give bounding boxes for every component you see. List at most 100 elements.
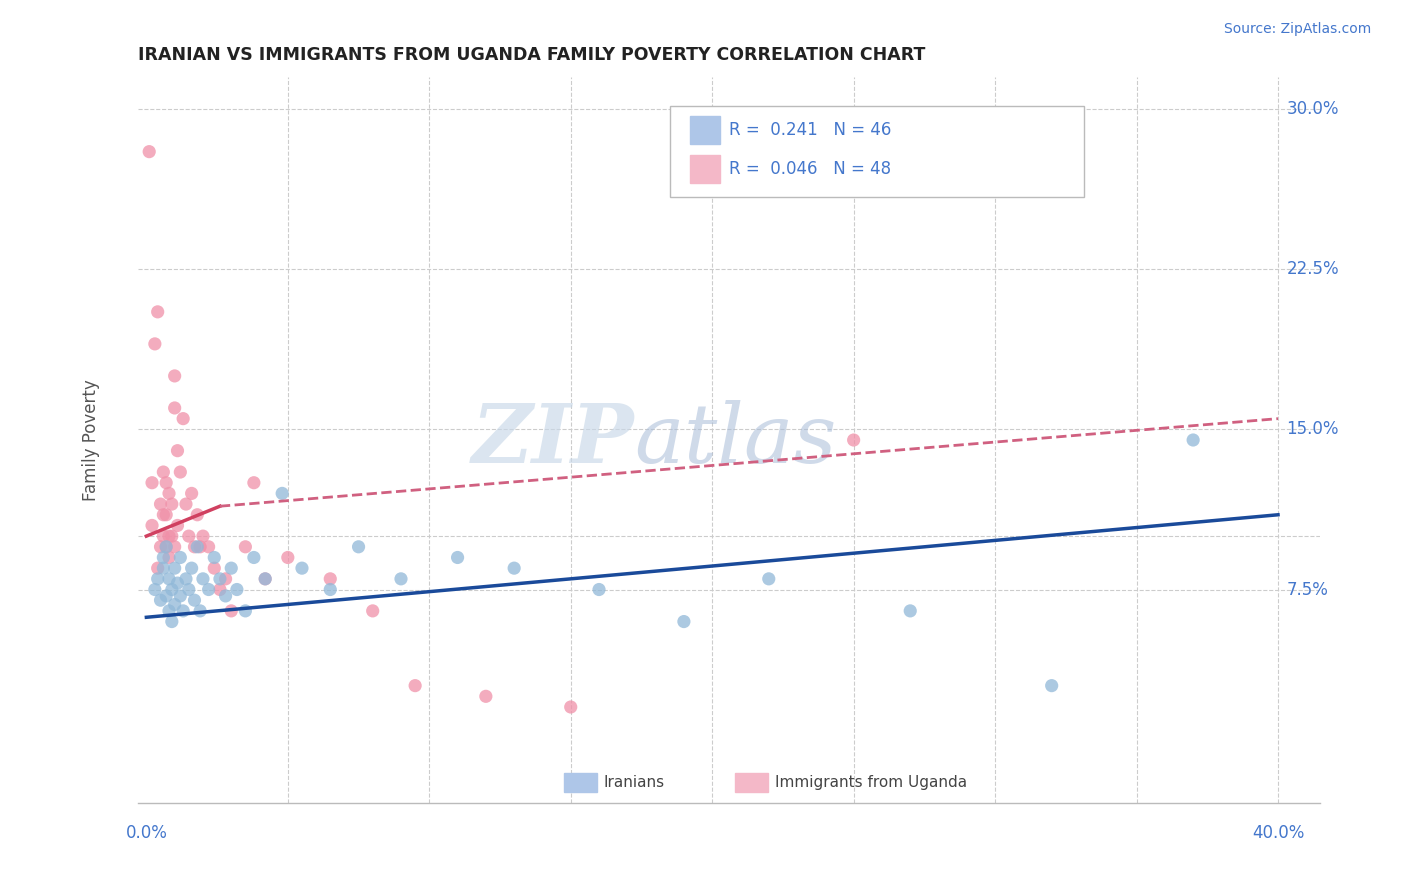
Point bbox=[475, 690, 498, 704]
Point bbox=[163, 368, 186, 383]
Point bbox=[157, 529, 180, 543]
Text: 22.5%: 22.5% bbox=[1286, 260, 1339, 278]
FancyBboxPatch shape bbox=[690, 155, 720, 183]
Point bbox=[347, 540, 370, 554]
Text: 30.0%: 30.0% bbox=[1286, 100, 1339, 118]
Point bbox=[235, 604, 257, 618]
Point bbox=[214, 589, 236, 603]
Point bbox=[177, 529, 200, 543]
Point bbox=[243, 475, 266, 490]
Point bbox=[208, 572, 231, 586]
Point bbox=[169, 465, 191, 479]
Point bbox=[319, 582, 342, 597]
Point bbox=[152, 561, 174, 575]
Point bbox=[588, 582, 610, 597]
Point bbox=[214, 572, 236, 586]
Point bbox=[208, 582, 231, 597]
Point bbox=[291, 561, 314, 575]
Text: atlas: atlas bbox=[634, 400, 837, 480]
Point bbox=[180, 561, 202, 575]
Point bbox=[163, 561, 186, 575]
Point bbox=[172, 604, 194, 618]
Point bbox=[143, 337, 166, 351]
Text: 0.0%: 0.0% bbox=[125, 824, 167, 842]
Point bbox=[197, 582, 219, 597]
FancyBboxPatch shape bbox=[671, 106, 1084, 197]
Point bbox=[152, 529, 174, 543]
Point bbox=[138, 145, 160, 159]
Point bbox=[1182, 433, 1205, 447]
Point bbox=[152, 508, 174, 522]
Text: Immigrants from Uganda: Immigrants from Uganda bbox=[775, 775, 967, 790]
Point bbox=[174, 572, 197, 586]
FancyBboxPatch shape bbox=[690, 116, 720, 144]
Point bbox=[183, 593, 205, 607]
Text: Iranians: Iranians bbox=[603, 775, 665, 790]
Point bbox=[177, 582, 200, 597]
Point bbox=[157, 604, 180, 618]
Point bbox=[160, 497, 183, 511]
Point bbox=[202, 561, 225, 575]
Point bbox=[149, 540, 172, 554]
Point bbox=[271, 486, 294, 500]
Point bbox=[197, 540, 219, 554]
Point bbox=[503, 561, 526, 575]
Point bbox=[163, 598, 186, 612]
Point bbox=[160, 615, 183, 629]
Point bbox=[157, 486, 180, 500]
Point bbox=[152, 550, 174, 565]
Text: IRANIAN VS IMMIGRANTS FROM UGANDA FAMILY POVERTY CORRELATION CHART: IRANIAN VS IMMIGRANTS FROM UGANDA FAMILY… bbox=[138, 46, 925, 64]
Point bbox=[152, 465, 174, 479]
Point bbox=[155, 475, 177, 490]
Point bbox=[166, 518, 188, 533]
Point bbox=[898, 604, 921, 618]
Point bbox=[141, 475, 163, 490]
Point bbox=[155, 540, 177, 554]
Text: Source: ZipAtlas.com: Source: ZipAtlas.com bbox=[1223, 22, 1371, 37]
Point bbox=[389, 572, 412, 586]
Point bbox=[172, 411, 194, 425]
Point bbox=[219, 604, 242, 618]
Point bbox=[149, 497, 172, 511]
Point bbox=[202, 550, 225, 565]
Text: R =  0.241   N = 46: R = 0.241 N = 46 bbox=[730, 121, 891, 139]
Point bbox=[163, 540, 186, 554]
Point bbox=[155, 540, 177, 554]
Text: 40.0%: 40.0% bbox=[1251, 824, 1305, 842]
Point bbox=[1040, 679, 1063, 693]
Point bbox=[169, 550, 191, 565]
Point bbox=[149, 593, 172, 607]
Point bbox=[186, 540, 208, 554]
Point bbox=[235, 540, 257, 554]
Point bbox=[157, 572, 180, 586]
Point bbox=[155, 589, 177, 603]
Point bbox=[758, 572, 780, 586]
Point bbox=[166, 443, 188, 458]
Point bbox=[157, 550, 180, 565]
Point bbox=[146, 305, 169, 319]
Point bbox=[254, 572, 277, 586]
Point bbox=[143, 582, 166, 597]
FancyBboxPatch shape bbox=[735, 773, 768, 792]
FancyBboxPatch shape bbox=[564, 773, 596, 792]
Point bbox=[146, 572, 169, 586]
Point bbox=[361, 604, 384, 618]
Point bbox=[842, 433, 865, 447]
Point bbox=[166, 576, 188, 591]
Text: ZIP: ZIP bbox=[472, 400, 634, 480]
Point bbox=[188, 540, 211, 554]
Text: R =  0.046   N = 48: R = 0.046 N = 48 bbox=[730, 161, 891, 178]
Point bbox=[191, 572, 214, 586]
Point bbox=[446, 550, 468, 565]
Point bbox=[183, 540, 205, 554]
Text: 7.5%: 7.5% bbox=[1286, 581, 1329, 599]
Point bbox=[146, 561, 169, 575]
Point bbox=[560, 700, 582, 714]
Point bbox=[225, 582, 247, 597]
Point bbox=[180, 486, 202, 500]
Point bbox=[191, 529, 214, 543]
Point bbox=[174, 497, 197, 511]
Point bbox=[160, 582, 183, 597]
Point bbox=[219, 561, 242, 575]
Text: Family Poverty: Family Poverty bbox=[82, 379, 100, 501]
